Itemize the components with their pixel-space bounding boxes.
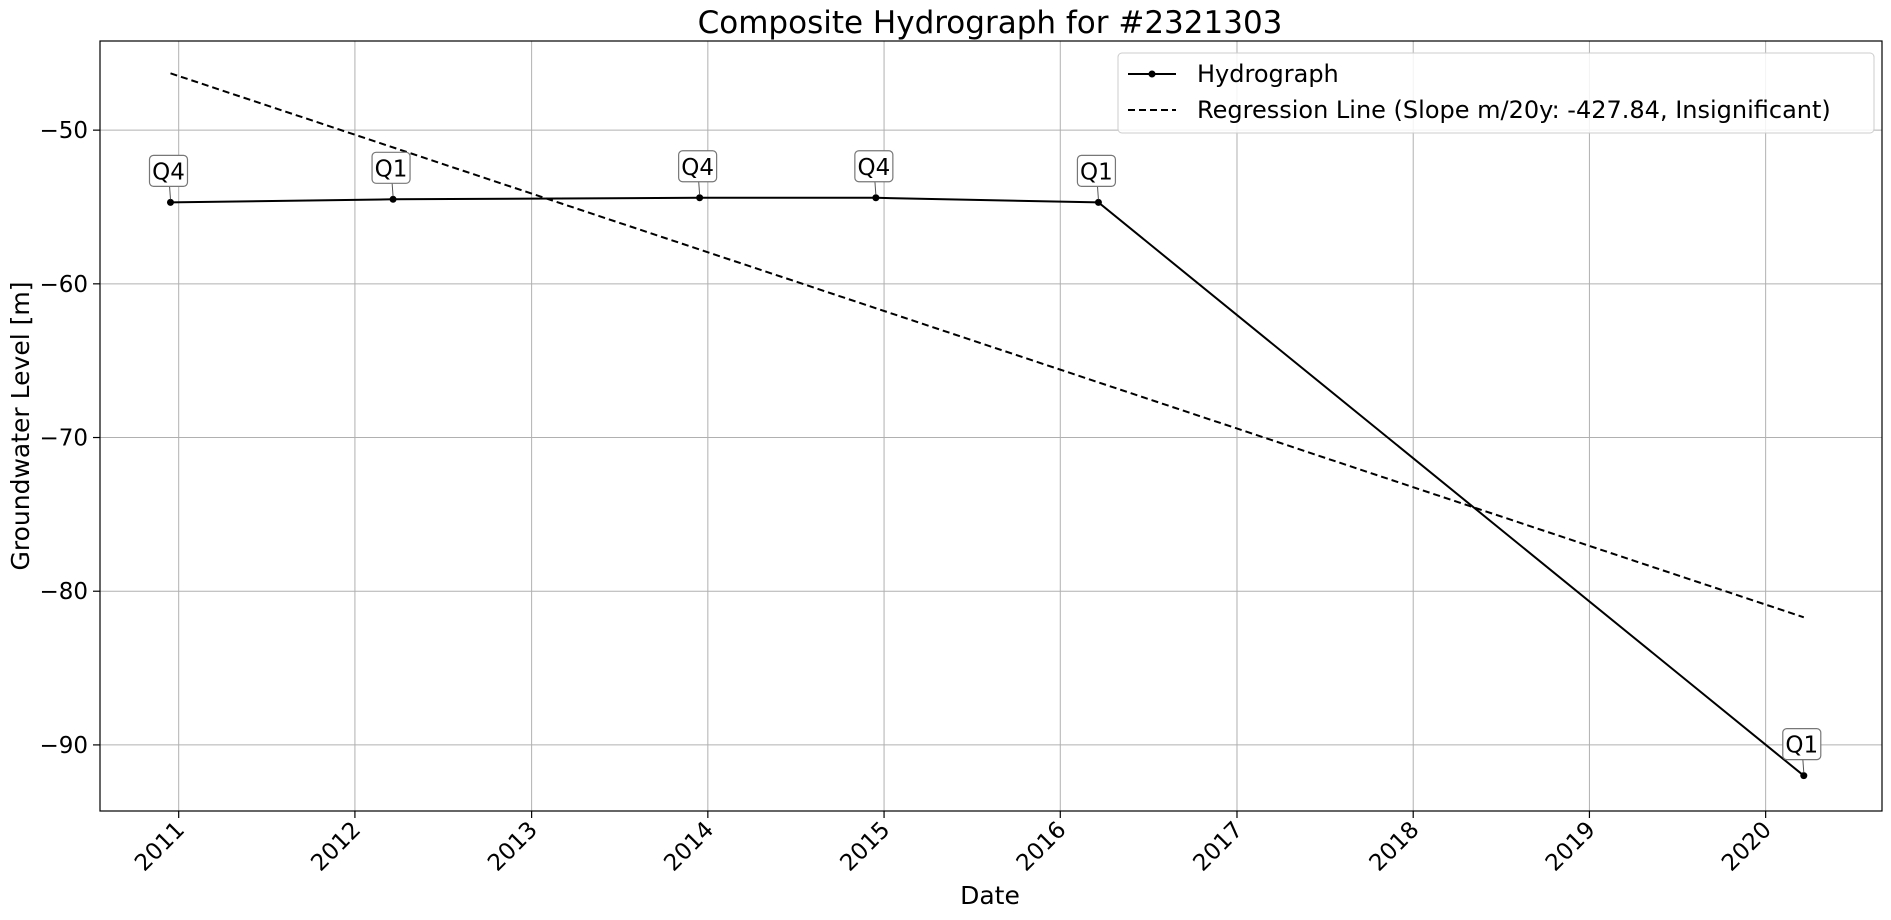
hydrograph-line	[170, 196, 1805, 777]
annotation-connector	[168, 185, 171, 200]
legend-label-hydrograph: Hydrograph	[1197, 60, 1339, 88]
x-tick-label: 2017	[1188, 817, 1248, 877]
annotation-label: Q1	[375, 156, 408, 182]
grid-lines	[100, 41, 1882, 811]
x-axis-ticks: 2011 2012 2013 2014 2015 2016 2017 2018 2019 2020	[130, 811, 1777, 877]
hydrograph-point	[166, 198, 174, 206]
annotation-connector	[1096, 185, 1099, 200]
annotation-box	[1782, 728, 1822, 761]
annotation-connector	[391, 182, 394, 197]
legend-label-regression: Regression Line (Slope m/20y: -427.84, I…	[1197, 96, 1831, 124]
x-tick-label: 2018	[1365, 817, 1425, 877]
regression-line	[170, 72, 1805, 619]
y-tick-label: −90	[39, 733, 88, 759]
annotation-box	[1076, 154, 1117, 187]
hydrograph-point	[1094, 198, 1102, 206]
plot-frame	[99, 40, 1883, 812]
hydrograph-point	[1800, 772, 1808, 780]
annotation-label: Q4	[152, 159, 185, 185]
legend: Hydrograph Regression Line (Slope m/20y:…	[1117, 52, 1875, 134]
annotation-connector	[698, 180, 701, 195]
y-tick-label: −70	[39, 426, 88, 452]
legend-marker-hydrograph	[1148, 70, 1156, 78]
x-tick-label: 2013	[483, 817, 543, 877]
x-tick-label: 2020	[1717, 817, 1777, 877]
hydrograph-point	[872, 194, 880, 202]
annotation-label: Q1	[1785, 733, 1818, 759]
legend-box	[1117, 52, 1875, 134]
x-tick-label: 2015	[836, 817, 896, 877]
annotation-label: Q4	[857, 155, 890, 181]
annotation-label: Q1	[1080, 159, 1113, 185]
x-tick-label: 2011	[130, 817, 190, 877]
y-axis-ticks: −50 −60 −70 −80 −90	[39, 118, 100, 759]
hydrograph-point	[696, 194, 704, 202]
x-tick-label: 2019	[1541, 817, 1601, 877]
annotation-box	[678, 150, 718, 183]
y-tick-label: −80	[39, 579, 88, 605]
x-tick-label: 2012	[306, 817, 366, 877]
y-tick-label: −60	[39, 272, 88, 298]
annotation-connector	[874, 180, 877, 195]
chart-title: Composite Hydrograph for #2321303	[698, 5, 1283, 41]
y-axis-title: Groundwater Level [m]	[6, 282, 35, 571]
annotation-layer: Q4 Q1 Q4 Q4 Q1 Q1	[148, 150, 1822, 773]
series-layer	[166, 72, 1808, 780]
annotation-connector	[1802, 758, 1805, 773]
annotation-box	[371, 151, 411, 184]
x-tick-label: 2014	[659, 817, 719, 877]
annotation-box	[854, 150, 894, 183]
annotation-label: Q4	[681, 155, 714, 181]
annotation-box	[148, 154, 189, 187]
x-axis-title: Date	[960, 881, 1020, 910]
y-tick-label: −50	[39, 118, 88, 144]
x-tick-label: 2016	[1012, 817, 1072, 877]
hydrograph-point	[389, 195, 397, 203]
